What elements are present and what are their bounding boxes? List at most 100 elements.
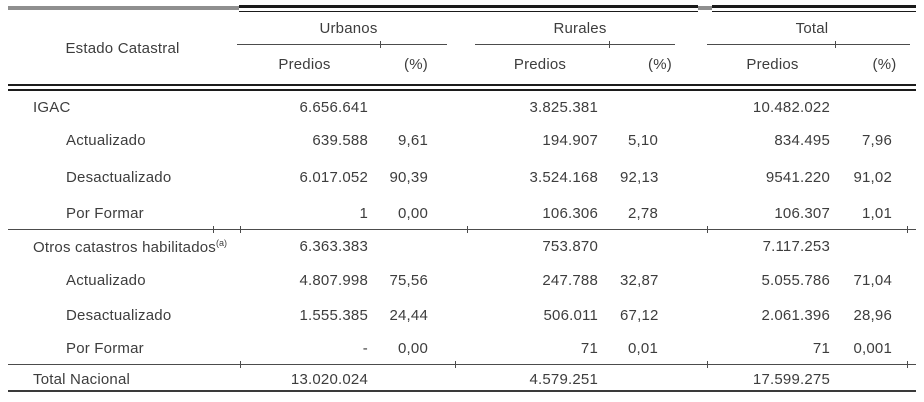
- group-header-total: Total: [795, 19, 829, 37]
- row-label: Por Formar: [66, 339, 144, 357]
- subheader-rurales-predios: Predios: [513, 55, 567, 73]
- cell-urbanos-predios: 6.363.383: [299, 238, 368, 255]
- table-header: Estado Catastral Urbanos Rurales Total P…: [8, 12, 916, 84]
- cell-total-predios: 5.055.786: [761, 272, 830, 289]
- total-group-rule: [707, 44, 910, 45]
- cell-urbanos-predios: 639.588: [312, 132, 368, 149]
- table-row-igac: IGAC 6.656.641 3.825.381 10.482.022: [8, 92, 916, 122]
- row-label: Desactualizado: [66, 169, 172, 186]
- tick-mark: [467, 226, 468, 233]
- cell-rurales-pct: 67,12: [620, 306, 659, 324]
- cell-rurales-predios: 194.907: [542, 132, 598, 149]
- row-label: Por Formar: [66, 204, 144, 222]
- cell-total-pct: 0,001: [853, 339, 892, 357]
- table-row-igac-desactualizado: Desactualizado 6.017.052 90,39 3.524.168…: [8, 159, 916, 196]
- rurales-group-rule: [475, 44, 675, 45]
- cell-rurales-pct: 2,78: [628, 204, 658, 222]
- table-row-otros-catastros: Otros catastros habilitados(a) 6.363.383…: [8, 230, 916, 263]
- cell-rurales-predios: 3.825.381: [529, 98, 598, 116]
- subheader-total-pct: (%): [872, 55, 897, 73]
- cell-total-predios: 17.599.275: [752, 370, 830, 388]
- cell-urbanos-predios: 1: [359, 204, 368, 222]
- table-row-igac-actualizado: Actualizado 639.588 9,61 194.907 5,10 83…: [8, 122, 916, 159]
- tick-mark: [380, 41, 381, 48]
- tick-mark: [240, 226, 241, 233]
- table-row-otros-por-formar: Por Formar - 0,00 71 0,01 71 0,001: [8, 332, 916, 364]
- tick-mark: [213, 226, 214, 233]
- header-double-rule: [8, 84, 916, 91]
- subheader-total-predios: Predios: [746, 55, 799, 73]
- cell-urbanos-pct: 24,44: [389, 306, 428, 324]
- cell-rurales-pct: 92,13: [620, 169, 659, 186]
- footnote-marker: (a): [215, 237, 227, 248]
- cell-urbanos-predios: 13.020.024: [290, 370, 368, 388]
- group-header-urbanos: Urbanos: [319, 19, 378, 37]
- cell-total-predios: 71: [812, 339, 830, 357]
- cell-urbanos-pct: 0,00: [398, 204, 428, 222]
- cell-rurales-pct: 0,01: [628, 339, 658, 357]
- tick-mark: [707, 226, 708, 233]
- row-label: Desactualizado: [66, 306, 172, 324]
- cell-urbanos-predios: 1.555.385: [299, 306, 368, 324]
- top-rule-gray-left: [8, 6, 239, 10]
- subheader-rurales-pct: (%): [648, 55, 672, 73]
- urbanos-group-rule: [237, 44, 447, 45]
- cell-total-predios: 834.495: [774, 132, 830, 149]
- cell-total-predios: 10.482.022: [752, 98, 830, 116]
- cell-urbanos-predios: 6.017.052: [299, 169, 368, 186]
- tick-mark: [907, 226, 908, 233]
- cell-rurales-predios: 106.306: [542, 204, 598, 222]
- cell-total-pct: 91,02: [853, 169, 892, 186]
- subheader-urbanos-pct: (%): [404, 55, 428, 73]
- cell-total-pct: 71,04: [853, 272, 892, 289]
- row-label: Actualizado: [66, 272, 146, 289]
- row-label: IGAC: [33, 98, 71, 116]
- cell-total-predios: 7.117.253: [762, 238, 830, 255]
- cell-rurales-predios: 71: [580, 339, 598, 357]
- row-header-label: Estado Catastral: [65, 39, 180, 57]
- section-rule-total: [8, 364, 916, 365]
- cell-urbanos-pct: 90,39: [389, 169, 428, 186]
- row-label: Total Nacional: [33, 370, 131, 388]
- top-rule-double-left: [239, 5, 698, 12]
- cell-total-pct: 1,01: [862, 204, 892, 222]
- table-body: IGAC 6.656.641 3.825.381 10.482.022 Actu…: [8, 92, 916, 392]
- table-row-otros-desactualizado: Desactualizado 1.555.385 24,44 506.011 6…: [8, 298, 916, 332]
- cell-urbanos-pct: 75,56: [389, 272, 428, 289]
- table-row-total-nacional: Total Nacional 13.020.024 4.579.251 17.5…: [8, 366, 916, 392]
- row-label-text: Otros catastros habilitados: [33, 238, 216, 256]
- tick-mark: [835, 41, 836, 48]
- cell-total-pct: 7,96: [862, 132, 892, 149]
- cell-rurales-pct: 5,10: [628, 132, 658, 149]
- bottom-rule: [8, 390, 916, 392]
- cell-rurales-predios: 3.524.168: [529, 169, 598, 186]
- cell-urbanos-pct: 0,00: [398, 339, 428, 357]
- tick-mark: [455, 361, 456, 368]
- tick-mark: [707, 361, 708, 368]
- cell-total-predios: 9541.220: [765, 169, 830, 186]
- cell-urbanos-predios: -: [362, 339, 368, 357]
- cell-rurales-predios: 753.870: [542, 238, 598, 255]
- tick-mark: [609, 41, 610, 48]
- table-row-otros-actualizado: Actualizado 4.807.998 75,56 247.788 32,8…: [8, 263, 916, 298]
- cell-total-predios: 2.061.396: [761, 306, 830, 324]
- table-row-igac-por-formar: Por Formar 1 0,00 106.306 2,78 106.307 1…: [8, 196, 916, 230]
- cell-rurales-predios: 506.011: [543, 306, 598, 324]
- cell-rurales-pct: 32,87: [620, 272, 659, 289]
- cell-total-pct: 28,96: [853, 306, 892, 324]
- cell-urbanos-pct: 9,61: [398, 132, 428, 149]
- row-label: Actualizado: [66, 132, 146, 149]
- tick-mark: [907, 361, 908, 368]
- cell-urbanos-predios: 6.656.641: [299, 98, 368, 116]
- cell-rurales-predios: 4.579.251: [529, 370, 598, 388]
- section-rule-otros: [8, 229, 916, 230]
- cell-rurales-predios: 247.788: [542, 272, 598, 289]
- tick-mark: [240, 361, 241, 368]
- cell-total-predios: 106.307: [774, 204, 830, 222]
- top-rule-gray-mid: [698, 6, 712, 10]
- group-header-rurales: Rurales: [553, 19, 607, 37]
- top-rule-double-right: [712, 5, 916, 12]
- cell-urbanos-predios: 4.807.998: [299, 272, 368, 289]
- subheader-urbanos-predios: Predios: [278, 55, 331, 73]
